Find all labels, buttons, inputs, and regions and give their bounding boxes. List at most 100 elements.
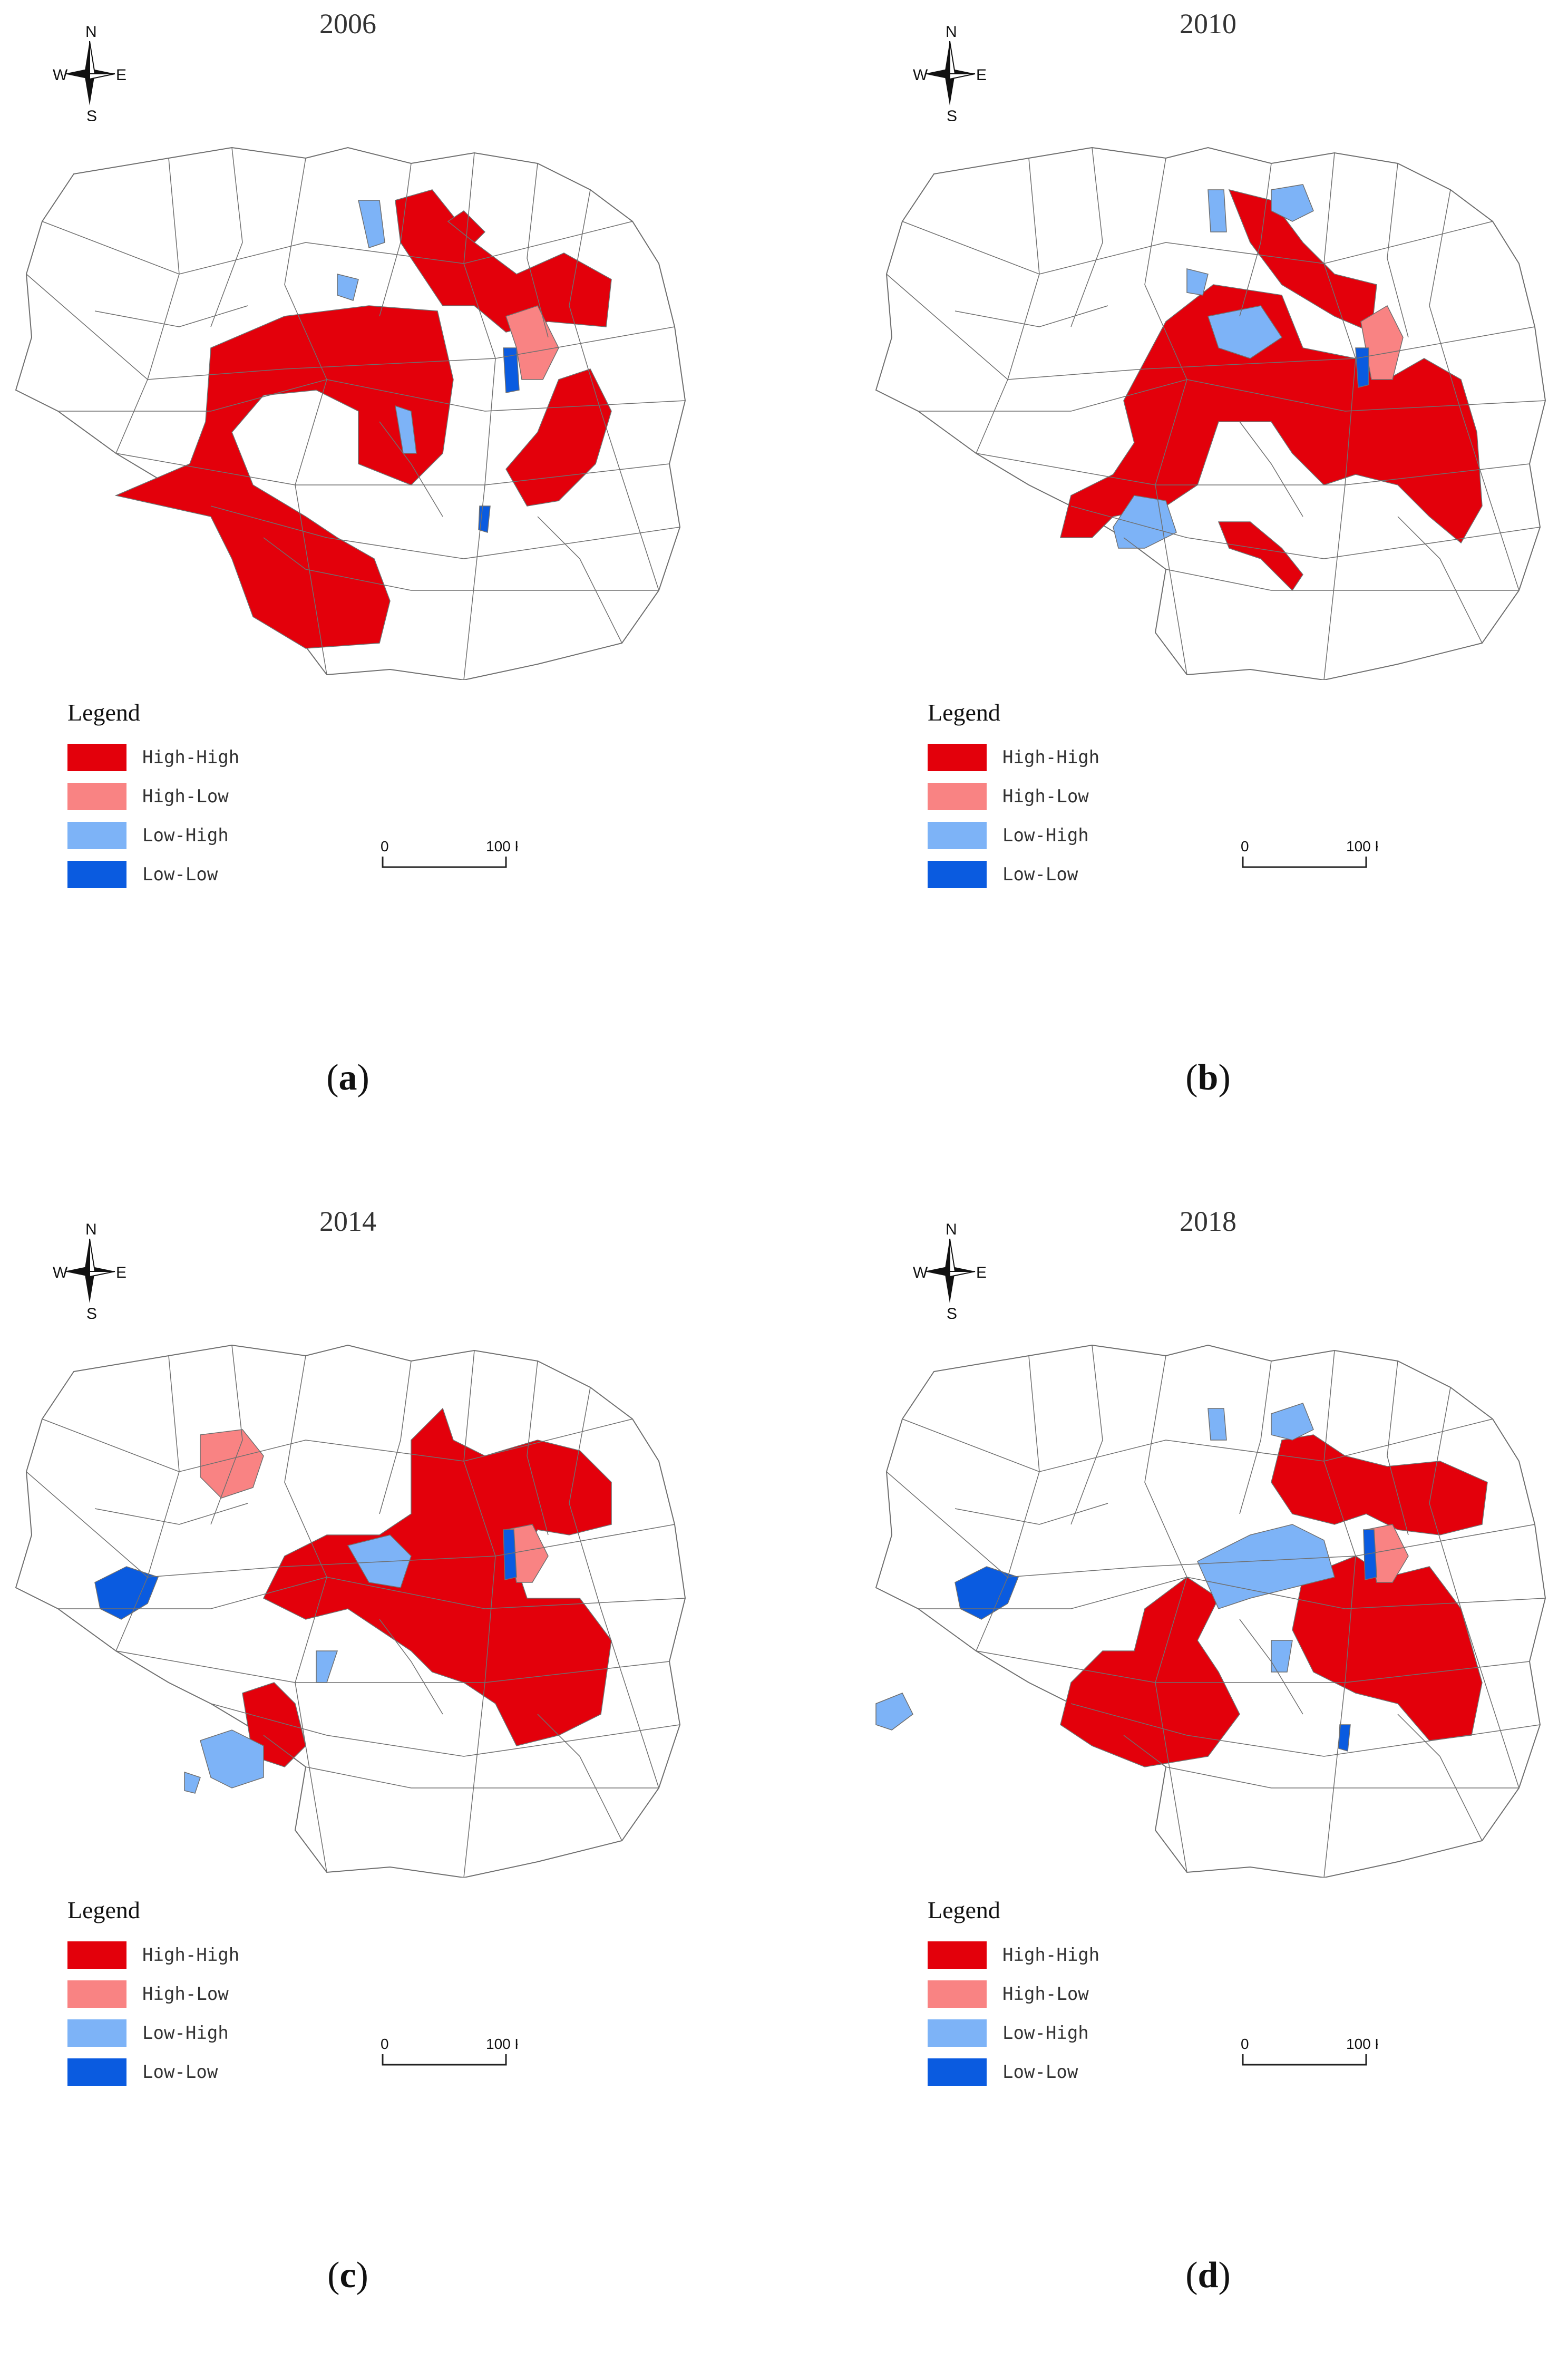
map (875, 1344, 1546, 1878)
county-boundary (1387, 163, 1409, 338)
county-boundary (527, 163, 549, 338)
county-boundary (537, 516, 622, 644)
legend-label: Low-Low (1002, 2062, 1078, 2083)
compass-e-label: E (116, 66, 126, 84)
county-boundary (210, 147, 243, 327)
cluster-region-high-high (447, 210, 486, 244)
panel-a: 2006 N W E S Legend High-High High-Low Low… (0, 0, 784, 1164)
county-boundary (527, 1360, 549, 1535)
compass-w-label: W (913, 66, 928, 84)
map (875, 147, 1546, 680)
county-boundary (263, 537, 659, 591)
scale-bar: 0 100 KM (381, 838, 518, 868)
cluster-region-high-high (505, 368, 612, 507)
county-boundary (1397, 516, 1483, 644)
legend-item-low-high: Low-High (928, 2014, 1099, 2053)
legend-label: High-Low (142, 786, 229, 807)
compass-icon: N W E S (53, 1221, 126, 1319)
panel-year: 2014 (319, 1206, 376, 1237)
county-boundary (115, 453, 670, 485)
cluster-region-low-high (1197, 1524, 1335, 1609)
legend-item-high-high: High-High (928, 738, 1099, 777)
scale-start: 0 (381, 2036, 389, 2052)
scale-end: 100 KM (1346, 838, 1378, 854)
county-boundary (976, 453, 1530, 485)
county-boundary (263, 1735, 659, 1788)
county-boundary (210, 1703, 680, 1757)
legend-label: Low-High (142, 2023, 229, 2044)
county-boundary (1123, 1735, 1519, 1788)
legend-items: High-High High-Low Low-High Low-Low (928, 738, 1099, 894)
compass-s-label: S (947, 108, 957, 121)
county-boundary (1429, 1387, 1520, 1788)
cluster-region-low-high (1271, 1403, 1314, 1441)
county-boundary (976, 158, 1040, 454)
panel-caption: (b) (1185, 1057, 1231, 1098)
panel-c: 2014 N W E S Legend High-High High-Low Low… (0, 1198, 784, 2362)
cluster-region-low-low (503, 1529, 517, 1580)
legend-swatch (67, 861, 126, 888)
scale-bar: 0 100 KM (381, 2036, 518, 2066)
legend: Legend High-High High-Low Low-High Low-Low (928, 1896, 1099, 2092)
cluster-region-high-high (262, 1407, 612, 1746)
county-boundary (886, 274, 1535, 380)
county-boundary (1239, 1619, 1303, 1715)
compass-w-label: W (53, 1264, 68, 1281)
compass-s-label: S (86, 108, 97, 121)
cluster-region-low-high (1207, 1408, 1227, 1441)
legend-label: Low-High (142, 825, 229, 846)
legend-label: Low-High (1002, 825, 1089, 846)
compass-n-label: N (946, 23, 957, 41)
cluster-region-high-high (1060, 1577, 1240, 1767)
compass-e-label: E (116, 1264, 126, 1281)
county-boundary (115, 1650, 670, 1683)
legend-swatch (67, 783, 126, 810)
county-boundary (379, 1360, 412, 1514)
county-boundary (1239, 163, 1272, 317)
cluster-region-low-low (503, 347, 520, 393)
legend-swatch (67, 2019, 126, 2047)
legend-label: High-High (142, 747, 240, 768)
panel-caption: (d) (1185, 2255, 1231, 2296)
cluster-region-high-high (395, 189, 612, 333)
compass-w-label: W (53, 66, 68, 84)
panel-d: 2018 N W E S Legend High-High High-Low Low… (860, 1198, 1568, 2362)
cluster-region-low-high (1271, 184, 1314, 222)
compass-e-label: E (976, 66, 987, 84)
legend-item-high-low: High-Low (67, 1975, 239, 2014)
scale-start: 0 (1241, 838, 1249, 854)
cluster-region-low-high (1207, 189, 1227, 232)
legend-item-low-low: Low-Low (67, 855, 239, 894)
county-boundary (1070, 1345, 1103, 1525)
county-boundary (918, 1577, 1546, 1609)
cluster-region-low-high (184, 1771, 201, 1794)
legend-item-high-low: High-Low (928, 777, 1099, 816)
county-boundary (379, 163, 412, 317)
legend-swatch (928, 783, 987, 810)
map (15, 1344, 686, 1878)
county-boundary (1070, 1703, 1541, 1757)
county-boundary (42, 221, 633, 275)
legend-item-high-high: High-High (928, 1936, 1099, 1975)
map (15, 147, 686, 680)
legend-swatch (67, 1941, 126, 1969)
county-boundary (58, 379, 686, 412)
legend-swatch (928, 861, 987, 888)
county-boundary (210, 506, 680, 559)
legend-items: High-High High-Low Low-High Low-Low (928, 1936, 1099, 2092)
county-boundary (42, 1418, 633, 1472)
scale-start: 0 (1241, 2036, 1249, 2052)
legend-label: Low-Low (142, 864, 218, 885)
legend-item-low-low: Low-Low (67, 2053, 239, 2092)
county-boundary (918, 379, 1546, 412)
county-boundary (58, 1577, 686, 1609)
county-boundary (94, 1503, 248, 1525)
panel-year: 2006 (319, 8, 376, 40)
compass-n-label: N (946, 1221, 957, 1238)
cluster-region-high-low (1360, 305, 1404, 380)
legend-label: High-Low (1002, 1984, 1089, 2005)
legend-item-low-high: Low-High (67, 816, 239, 855)
county-boundary (569, 1387, 659, 1788)
legend-label: Low-Low (1002, 864, 1078, 885)
legend-item-high-high: High-High (67, 738, 239, 777)
